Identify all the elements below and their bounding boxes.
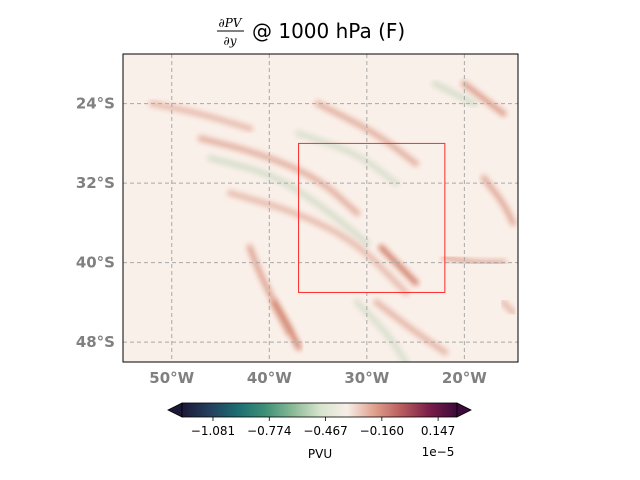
- colorbar-scale-label: 1e−5: [422, 445, 455, 459]
- field-feature: [272, 300, 301, 349]
- y-tick-label: 32°S: [76, 174, 115, 192]
- title-denominator: ∂y: [224, 34, 237, 48]
- map-panel: 50°W 40°W 30°W 20°W 24°S 32°S 40°S 48°S: [76, 53, 519, 387]
- field-feature: [199, 137, 359, 215]
- field-feature: [150, 102, 252, 130]
- field-feature: [375, 300, 447, 354]
- x-tick-label: 30°W: [344, 369, 389, 387]
- field-feature: [209, 156, 369, 245]
- field-feature: [433, 82, 476, 106]
- colorbar-tick-label: −0.160: [360, 424, 404, 438]
- field-feature: [501, 300, 515, 314]
- colorbar: −1.081 −0.774 −0.467 −0.160 0.147 PVU 1e−5: [167, 402, 472, 461]
- highlight-region-box: [298, 142, 446, 293]
- y-axis-ticks: 24°S 32°S 40°S 48°S: [76, 95, 115, 351]
- field-feature: [316, 102, 418, 165]
- colorbar-tick-label: 0.147: [421, 424, 455, 438]
- gridlines: [123, 54, 518, 362]
- x-tick-label: 40°W: [247, 369, 292, 387]
- y-tick-label: 40°S: [76, 254, 115, 272]
- colorbar-tick-label: −1.081: [191, 424, 235, 438]
- colorbar-body: [181, 402, 458, 418]
- field-feature: [380, 246, 418, 284]
- colorbar-label: PVU: [308, 447, 332, 461]
- y-tick-label: 48°S: [76, 333, 115, 351]
- y-tick-label: 24°S: [76, 95, 115, 113]
- x-tick-label: 20°W: [442, 369, 487, 387]
- colorbar-tick-label: −0.467: [303, 424, 347, 438]
- colorbar-tick-label: −0.774: [247, 424, 291, 438]
- x-tick-label: 50°W: [149, 369, 194, 387]
- title-numerator: ∂PV: [219, 16, 243, 30]
- field-feature: [482, 176, 515, 225]
- pv-gradient-field: [147, 78, 518, 362]
- colorbar-extend-min: [167, 402, 183, 418]
- title-suffix: @ 1000 hPa (F): [252, 19, 405, 43]
- x-axis-ticks: 50°W 40°W 30°W 20°W: [149, 369, 487, 387]
- map-frame: [122, 53, 519, 363]
- colorbar-ticks: −1.081 −0.774 −0.467 −0.160 0.147: [191, 417, 455, 438]
- colorbar-extend-max: [456, 402, 472, 418]
- chart-title: ∂PV ∂y @ 1000 hPa (F): [217, 16, 405, 48]
- field-feature: [355, 300, 408, 362]
- field-feature: [228, 191, 408, 294]
